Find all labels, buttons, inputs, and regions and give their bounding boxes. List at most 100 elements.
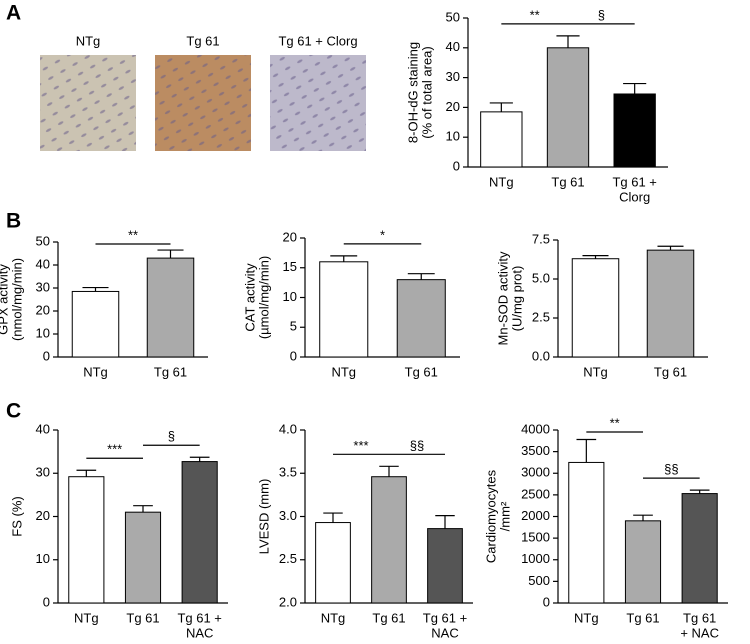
x-tick-label: NAC: [186, 625, 213, 639]
y-axis-label: (% of total area): [419, 46, 434, 139]
y-tick-label: 5: [290, 319, 297, 334]
y-axis-label: Cardiomyocytes: [483, 469, 498, 563]
histology-image: [155, 55, 251, 151]
x-tick-label: Tg 61: [154, 364, 187, 379]
image-label: NTg: [76, 33, 101, 48]
bar: [146, 257, 195, 358]
bar: [546, 47, 590, 168]
bar: [571, 258, 620, 358]
x-tick-label: Tg 61: [551, 174, 584, 189]
x-tick-label: Tg 61: [626, 610, 659, 625]
x-tick-label: Tg 61 +: [177, 610, 221, 625]
x-tick-label: NTg: [583, 364, 608, 379]
x-tick-label: Tg 61: [654, 364, 687, 379]
y-tick-label: 2.5: [532, 309, 550, 324]
y-tick-label: 2000: [521, 508, 550, 523]
y-tick-label: 30: [36, 279, 50, 294]
bar: [681, 493, 718, 604]
y-axis-label: 8-OH-dG staining: [405, 42, 420, 143]
y-tick-label: 40: [36, 421, 50, 436]
y-tick-label: 20: [283, 229, 297, 244]
bar: [315, 522, 351, 604]
bar: [71, 290, 120, 358]
bar: [396, 279, 446, 358]
x-tick-label: NTg: [574, 610, 599, 625]
y-tick-label: 40: [446, 39, 460, 54]
y-tick-label: 3.5: [279, 465, 297, 480]
significance-label: **: [128, 227, 138, 242]
panel-label: B: [6, 210, 21, 233]
y-axis-label: CAT activity: [242, 263, 257, 332]
y-tick-label: 5.0: [532, 270, 550, 285]
y-axis-label: /mm²: [497, 501, 512, 531]
significance-label: ***: [107, 442, 122, 457]
bar: [427, 528, 463, 604]
y-tick-label: 20: [446, 99, 460, 114]
y-axis-label: (U/mg prot): [509, 266, 524, 332]
y-tick-label: 2500: [521, 486, 550, 501]
significance-label: *: [380, 227, 385, 242]
bar: [613, 93, 656, 168]
y-axis-label: (nmol/mg/min): [9, 258, 24, 341]
y-tick-label: 3000: [521, 465, 550, 480]
panel-label: C: [6, 400, 21, 423]
x-tick-label: NTg: [331, 364, 356, 379]
y-tick-label: 10: [36, 325, 50, 340]
y-tick-label: 10: [36, 551, 50, 566]
bar: [480, 111, 523, 168]
bar: [68, 476, 105, 604]
x-tick-label: Tg 61: [683, 610, 716, 625]
y-tick-label: 0: [290, 348, 297, 363]
x-tick-label: NTg: [321, 610, 346, 625]
bar: [624, 520, 662, 604]
y-tick-label: 3.0: [279, 508, 297, 523]
y-tick-label: 0: [43, 348, 50, 363]
y-tick-label: 15: [283, 259, 297, 274]
y-tick-label: 10: [446, 129, 460, 144]
x-tick-label: Tg 61 +: [423, 610, 467, 625]
x-tick-label: Tg 61: [372, 610, 405, 625]
y-tick-label: 30: [446, 69, 460, 84]
y-tick-label: 30: [36, 465, 50, 480]
y-tick-label: 50: [36, 233, 50, 248]
significance-label: §: [168, 429, 175, 444]
x-tick-label: Clorg: [619, 189, 650, 204]
y-tick-label: 0.0: [532, 348, 550, 363]
bar: [319, 261, 369, 358]
x-tick-label: + NAC: [680, 625, 719, 639]
significance-label: §§: [410, 438, 424, 453]
significance-label: §: [598, 7, 605, 22]
y-tick-label: 0: [43, 594, 50, 609]
y-tick-label: 0: [543, 594, 550, 609]
y-tick-label: 7.5: [532, 231, 550, 246]
y-tick-label: 4.0: [279, 421, 297, 436]
y-tick-label: 500: [528, 573, 550, 588]
x-tick-label: NTg: [74, 610, 99, 625]
y-tick-label: 4000: [521, 421, 550, 436]
x-tick-label: Tg 61: [126, 610, 159, 625]
image-label: Tg 61: [186, 33, 219, 48]
significance-label: ***: [353, 438, 368, 453]
y-tick-label: 40: [36, 256, 50, 271]
y-axis-label: GPX activity: [0, 264, 10, 335]
y-tick-label: 1500: [521, 530, 550, 545]
significance-label: §§: [664, 462, 678, 477]
x-tick-label: Tg 61 +: [612, 174, 656, 189]
x-tick-label: NTg: [83, 364, 108, 379]
bar: [646, 249, 695, 358]
histology-image: [40, 55, 136, 151]
bar: [181, 461, 218, 604]
significance-label: **: [610, 415, 620, 430]
y-tick-label: 20: [36, 508, 50, 523]
x-tick-label: NAC: [431, 625, 458, 639]
y-axis-label: FS (%): [9, 496, 24, 536]
y-tick-label: 1000: [521, 551, 550, 566]
y-tick-label: 10: [283, 289, 297, 304]
y-axis-label: Mn-SOD activity: [495, 251, 510, 345]
image-label: Tg 61 + Clorg: [278, 33, 357, 48]
x-tick-label: NTg: [489, 174, 514, 189]
x-tick-label: Tg 61: [405, 364, 438, 379]
y-tick-label: 50: [446, 9, 460, 24]
panel-label: A: [6, 2, 21, 25]
